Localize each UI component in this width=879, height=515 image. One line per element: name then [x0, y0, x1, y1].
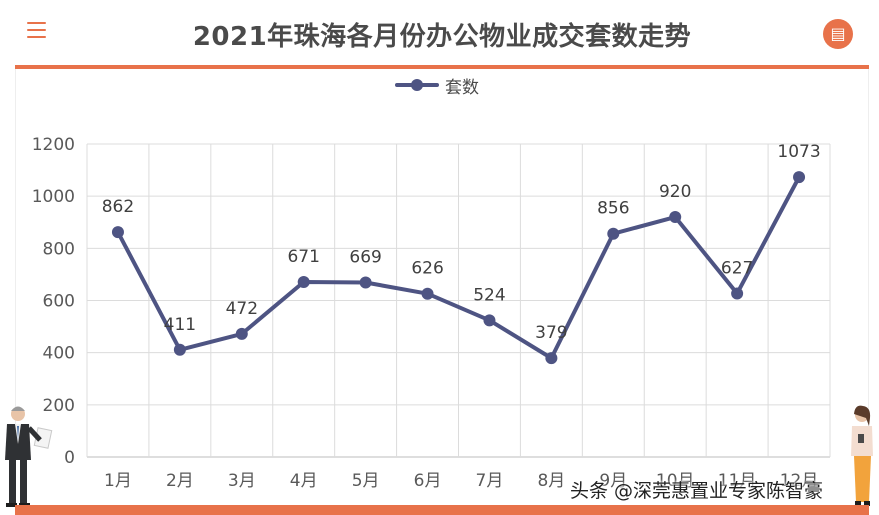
data-point	[545, 352, 558, 365]
data-point	[421, 287, 434, 300]
y-tick-label: 1200	[32, 135, 75, 155]
data-label: 627	[721, 258, 753, 278]
data-label: 379	[535, 323, 567, 343]
data-point	[235, 327, 248, 340]
data-point	[359, 276, 372, 289]
series-line	[116, 176, 801, 361]
legend-marker	[395, 79, 439, 91]
chart-title: 2021年珠海各月份办公物业成交套数走势	[192, 22, 692, 52]
data-point	[483, 314, 496, 327]
x-tick-label: 12月	[780, 471, 819, 491]
data-point	[669, 211, 682, 224]
y-tick-label: 400	[43, 344, 75, 364]
x-tick-label: 7月	[476, 471, 504, 491]
data-point	[297, 275, 310, 288]
x-tick-label: 5月	[352, 471, 380, 491]
header-divider	[15, 65, 869, 69]
x-tick-label: 11月	[718, 471, 757, 491]
y-tick-label: 800	[43, 239, 75, 259]
legend-label: 套数	[445, 77, 479, 98]
y-tick-label: 200	[43, 396, 75, 416]
x-tick-label: 1月	[104, 471, 132, 491]
businessman-figure	[5, 406, 53, 507]
data-point	[731, 287, 744, 300]
data-label: 472	[226, 299, 258, 319]
data-label: 920	[659, 182, 691, 202]
x-tick-label: 6月	[414, 471, 442, 491]
data-label: 626	[411, 259, 443, 279]
comment-icon[interactable]: ▤	[823, 19, 853, 49]
y-tick-label: 600	[43, 292, 75, 312]
data-point	[607, 227, 620, 240]
x-tick-label: 10月	[656, 471, 695, 491]
data-label: 856	[597, 199, 629, 219]
data-point	[793, 171, 806, 184]
hamburger-menu-icon[interactable]	[27, 22, 46, 40]
x-tick-label: 8月	[537, 471, 565, 491]
x-tick-label: 3月	[228, 471, 256, 491]
data-label: 862	[102, 197, 134, 217]
data-label: 411	[164, 315, 196, 335]
chart-panel	[15, 69, 869, 509]
data-point	[111, 226, 124, 239]
footer-bar	[15, 505, 869, 515]
y-tick-label: 0	[64, 448, 75, 468]
chart-header: 2021年珠海各月份办公物业成交套数走势 ▤	[15, 0, 869, 66]
data-point	[173, 343, 186, 356]
y-tick-label: 1000	[32, 187, 75, 207]
x-tick-label: 2月	[166, 471, 194, 491]
x-tick-label: 9月	[599, 471, 627, 491]
data-label: 671	[287, 247, 319, 267]
watermark-text: 头条 @深莞惠置业专家陈智豪	[570, 480, 824, 502]
data-label: 1073	[777, 142, 820, 162]
data-label: 669	[349, 248, 381, 268]
data-label: 524	[473, 285, 505, 305]
x-tick-label: 4月	[290, 471, 318, 491]
chart-legend: 套数	[395, 74, 479, 98]
businesswoman-figure	[851, 405, 873, 506]
